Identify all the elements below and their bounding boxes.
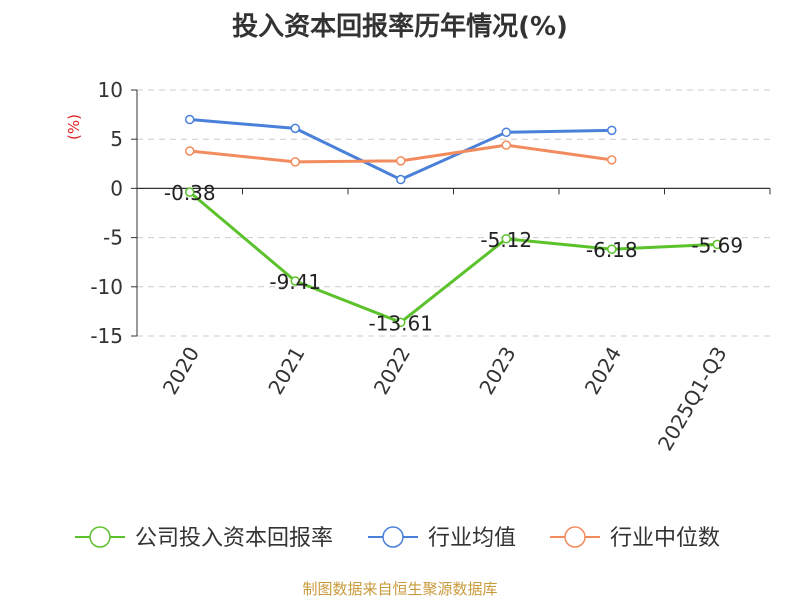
data-label: -9.41 (269, 270, 321, 294)
data-label: -6.18 (586, 238, 638, 262)
x-tick-label: 2020 (158, 343, 204, 399)
data-point (501, 140, 511, 150)
y-tick-label: 5 (110, 127, 123, 151)
x-tick-label: 2024 (580, 343, 626, 399)
y-tick-label: -10 (90, 275, 123, 299)
legend-label: 行业中位数 (610, 526, 720, 551)
legend-marker (89, 526, 111, 548)
data-point (396, 317, 406, 328)
data-label: -5.12 (480, 228, 532, 252)
x-tick-label: 2021 (263, 343, 309, 399)
x-tick-label: 2023 (474, 343, 520, 399)
data-label: -13.61 (369, 311, 433, 335)
data-label: -0.38 (164, 181, 216, 205)
legend-label: 公司投入资本回报率 (135, 526, 333, 551)
legend-marker (564, 526, 586, 548)
x-tick-label: 2022 (369, 343, 415, 399)
y-axis-label: (%) (65, 114, 83, 140)
series-line (188, 190, 718, 324)
legend-marker (382, 526, 404, 548)
legend-label: 行业均值 (428, 526, 516, 551)
data-point (185, 146, 195, 156)
data-point (290, 276, 300, 286)
data-point (607, 244, 617, 254)
data-point (185, 187, 195, 197)
chart-title: 投入资本回报率历年情况(%) (232, 12, 568, 42)
data-point (290, 123, 300, 134)
data-point (712, 239, 722, 250)
data-point (396, 174, 406, 185)
data-label: -5.69 (691, 233, 743, 257)
data-point (501, 127, 511, 138)
source-note: 制图数据来自恒生聚源数据库 (302, 580, 498, 598)
data-point (290, 157, 300, 167)
data-point (607, 125, 617, 136)
x-tick-label: 2025Q1-Q3 (653, 343, 732, 455)
y-tick-label: -5 (103, 226, 123, 250)
data-point (185, 114, 195, 125)
y-tick-label: 10 (98, 78, 123, 102)
y-tick-label: -15 (90, 324, 123, 348)
data-point (501, 234, 511, 244)
data-point (396, 156, 406, 166)
data-point (607, 155, 617, 165)
y-tick-label: 0 (110, 176, 123, 200)
